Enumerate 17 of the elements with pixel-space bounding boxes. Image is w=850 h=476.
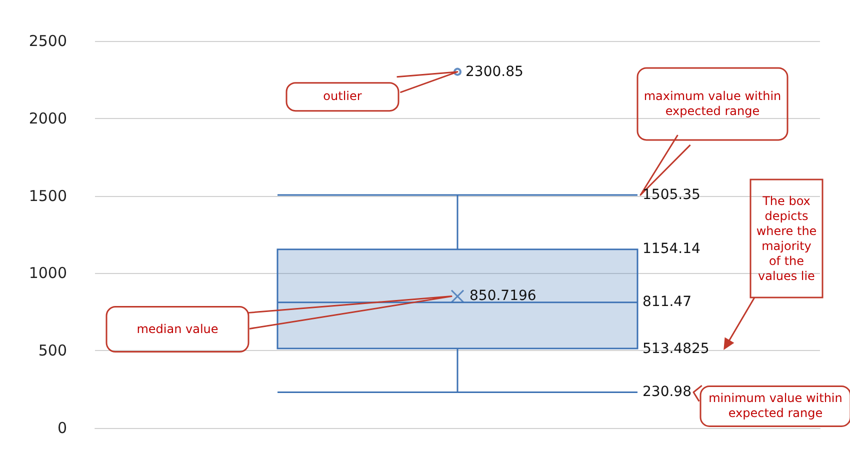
annotation: outlier [286, 82, 398, 111]
y-tick-label: 2500 [28, 32, 67, 50]
annotation: 230.98 [642, 384, 692, 400]
annotation: median value [106, 306, 248, 352]
annotation: 850.7196 [470, 288, 536, 304]
y-tick-label: 0 [57, 419, 67, 437]
y-tick-label: 500 [38, 342, 67, 360]
y-tick-label: 2000 [28, 109, 67, 128]
annotation: The box depicts where the majority of the values lie [750, 180, 822, 298]
annotation: maximum value within expected range [638, 68, 788, 140]
annotation: 1154.14 [642, 241, 700, 258]
y-tick-label: 1000 [28, 264, 67, 282]
annotation: 811.47 [642, 294, 692, 310]
annotation: 513.4825 [642, 340, 710, 356]
y-tick-label: 1500 [28, 186, 67, 205]
annotation: 1505.35 [642, 186, 700, 203]
annotation: 2300.85 [466, 64, 524, 80]
